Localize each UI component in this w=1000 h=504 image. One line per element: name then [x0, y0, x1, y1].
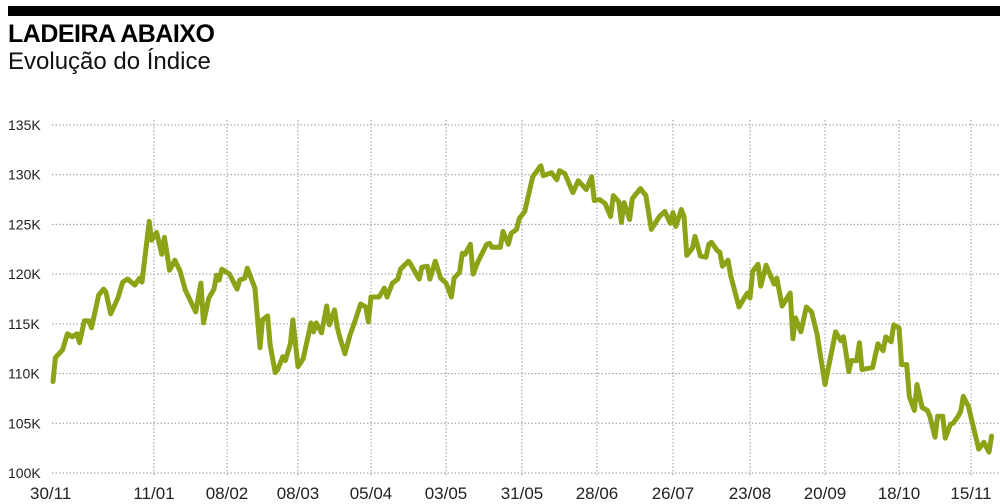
grid [52, 120, 1000, 476]
x-tick-label: 28/06 [576, 484, 619, 503]
chart-subtitle: Evolução do Índice [8, 48, 211, 75]
y-tick-label: 130K [8, 167, 41, 183]
y-tick-label: 115K [8, 316, 40, 332]
x-tick-label: 30/11 [30, 484, 71, 503]
chart-title: LADEIRA ABAIXO [8, 20, 215, 48]
top-rule [8, 6, 1000, 16]
y-axis-labels: 100K 105K 110K 115K 120K 125K 130K 135K [8, 117, 41, 481]
x-tick-label: 31/05 [501, 484, 544, 503]
x-axis-labels: 30/11 11/01 08/02 08/03 05/04 03/05 31/05 28/06… [30, 484, 992, 503]
x-tick-label: 08/03 [277, 484, 320, 503]
y-tick-label: 105K [8, 415, 41, 431]
y-tick-label: 100K [8, 465, 41, 481]
x-tick-label: 20/09 [804, 484, 847, 503]
x-tick-label: 05/04 [350, 484, 393, 503]
y-tick-label: 125K [8, 216, 41, 232]
x-tick-label: 15/11 [950, 484, 991, 503]
x-tick-label: 03/05 [425, 484, 468, 503]
x-tick-label: 23/08 [729, 484, 772, 503]
x-tick-label: 11/01 [133, 484, 174, 503]
x-tick-label: 18/10 [878, 484, 921, 503]
x-tick-label: 26/07 [652, 484, 695, 503]
y-tick-label: 110K [8, 366, 40, 382]
x-tick-label: 08/02 [206, 484, 249, 503]
series-layer [50, 163, 995, 455]
y-tick-label: 135K [8, 117, 41, 133]
y-tick-label: 120K [8, 266, 41, 282]
